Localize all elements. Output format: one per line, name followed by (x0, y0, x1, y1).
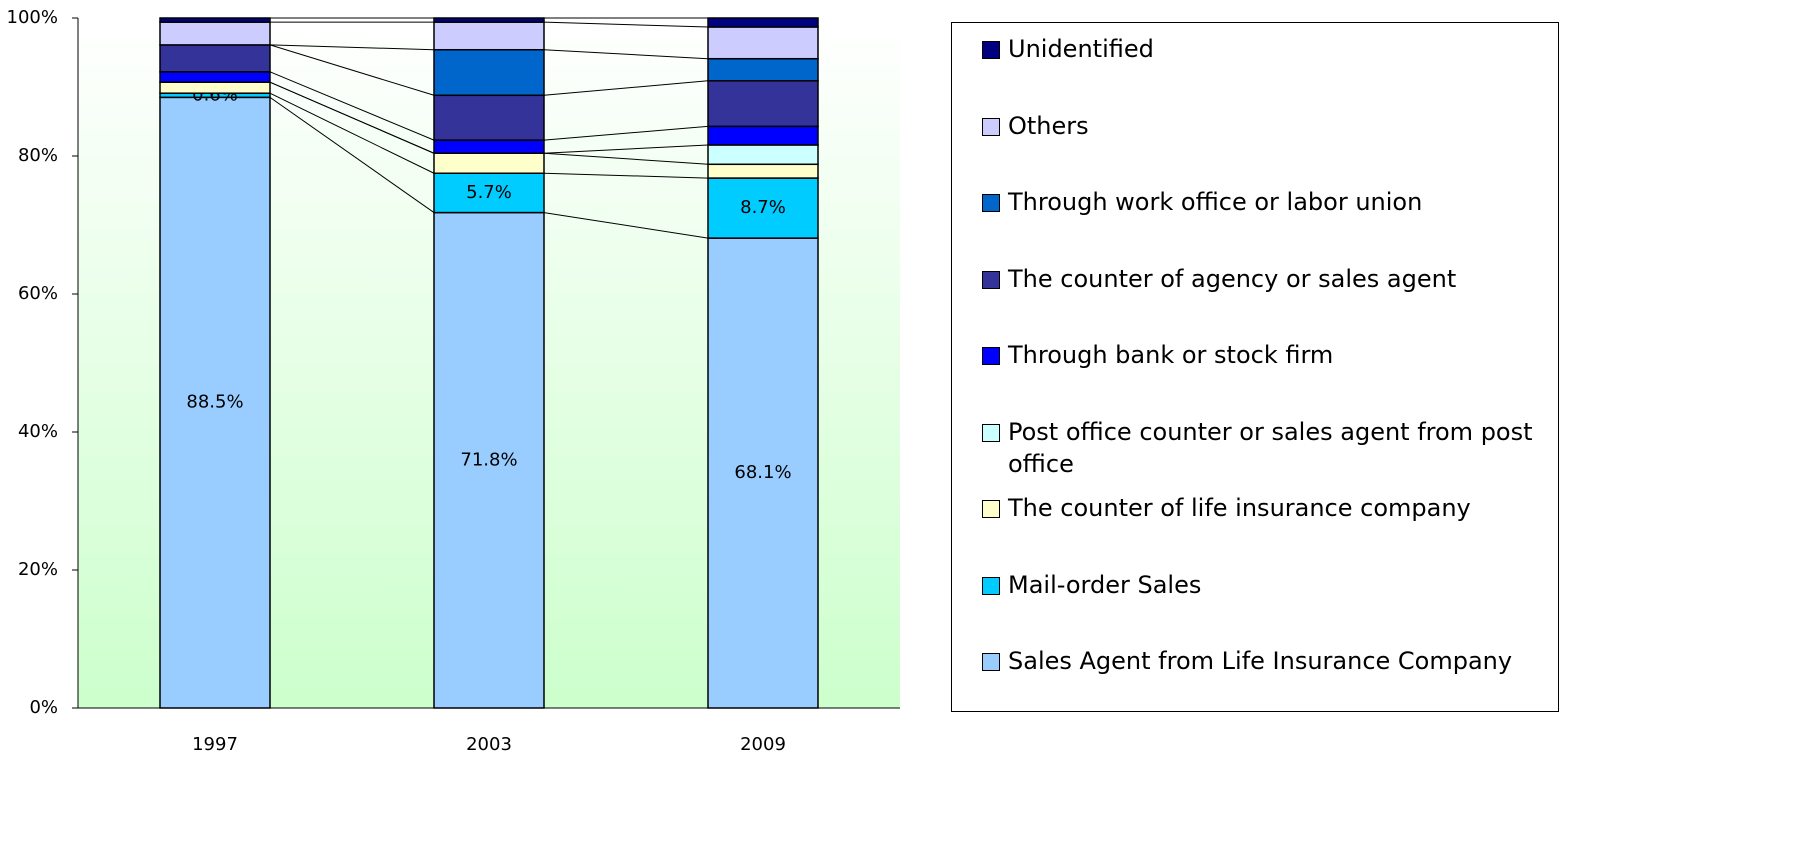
legend-entry: The counter of life insurance company (982, 492, 1558, 569)
legend-entry: The counter of agency or sales agent (982, 263, 1558, 340)
y-tick-label: 100% (7, 7, 58, 28)
bar-segment (707, 125, 819, 146)
bar-segment (433, 21, 545, 51)
bar-segment (707, 80, 819, 128)
series-line (269, 96, 435, 213)
bar-segment (433, 17, 545, 23)
series-line (543, 49, 709, 60)
series-line (543, 80, 709, 96)
value-label: 88.5% (186, 392, 243, 413)
legend-swatch (982, 423, 1000, 442)
bar-segment (159, 81, 271, 94)
bar-segment (707, 144, 819, 166)
bar-segment (159, 21, 271, 46)
value-label: 71.8% (460, 449, 517, 470)
legend-swatch (982, 117, 1000, 136)
value-label: 8.7% (740, 197, 786, 218)
legend-label: Others (1008, 111, 1089, 140)
bar-segment (433, 94, 545, 141)
legend-label: Unidentified (1008, 35, 1154, 63)
bar-segment (707, 237, 819, 709)
legend-entry: Through bank or stock firm (982, 339, 1558, 416)
legend-swatch (982, 653, 1000, 671)
legend-entry: Post office counter or sales agent from … (982, 416, 1558, 493)
legend-label: Sales Agent from Life Insurance Company (1008, 647, 1513, 675)
legend: Unidentified Others Through work office or… (951, 22, 1559, 712)
bar-segment (433, 48, 545, 97)
legend-entry: Through work office or labor union (982, 186, 1558, 263)
series-line (543, 172, 709, 179)
legend-label: Post office counter or sales agent from … (1008, 417, 1533, 478)
legend-swatch (982, 347, 1000, 365)
y-tick-label: 0% (29, 697, 58, 718)
legend-label: Mail-order Sales (1008, 570, 1202, 599)
y-tick-label: 80% (18, 145, 58, 166)
legend-swatch (982, 500, 1000, 518)
legend-label: The counter of agency or sales agent (1008, 264, 1457, 293)
legend-entry: Sales Agent from Life Insurance Company (982, 645, 1558, 722)
bar-segment (707, 26, 819, 60)
bar-segment (707, 57, 819, 82)
bar-segment (707, 17, 819, 28)
x-tick-label: 1997 (192, 734, 238, 755)
value-label: 5.7% (466, 182, 512, 203)
bar-segment (707, 177, 819, 239)
series-line (269, 81, 435, 154)
bar-segment (433, 172, 545, 214)
y-tick-label: 40% (18, 421, 58, 442)
bar-segment (159, 44, 271, 73)
series-line (269, 71, 435, 141)
x-tick-label: 2003 (466, 734, 512, 755)
x-tick-label: 2009 (740, 734, 786, 755)
legend-entry: Unidentified (982, 33, 1558, 110)
legend-label: The counter of life insurance company (1008, 494, 1471, 522)
legend-entry: Mail-order Sales (982, 569, 1558, 646)
legend-swatch (982, 194, 1000, 212)
y-tick-label: 60% (18, 283, 58, 304)
bar-segment (707, 163, 819, 179)
bar-segment (159, 71, 271, 83)
series-line (269, 92, 435, 174)
legend-swatch (982, 270, 1000, 289)
series-line (543, 212, 709, 239)
legend-swatch (982, 576, 1000, 595)
bar-segment (159, 17, 271, 23)
legend-entry: Others (982, 110, 1558, 187)
bar-segment (433, 152, 545, 175)
bar-segment (433, 139, 545, 154)
series-line (269, 44, 435, 51)
bar-segment (159, 96, 271, 709)
legend-label: Through work office or labor union (1008, 188, 1423, 216)
value-label: 68.1% (734, 462, 791, 483)
legend-label: Through bank or stock firm (1008, 341, 1334, 369)
series-line (543, 144, 709, 154)
series-line (269, 44, 435, 96)
series-line (543, 21, 709, 28)
series-line (543, 152, 709, 165)
series-line (543, 125, 709, 141)
y-tick-label: 20% (18, 559, 58, 580)
legend-swatch (982, 41, 1000, 59)
bar-segment (433, 211, 545, 709)
